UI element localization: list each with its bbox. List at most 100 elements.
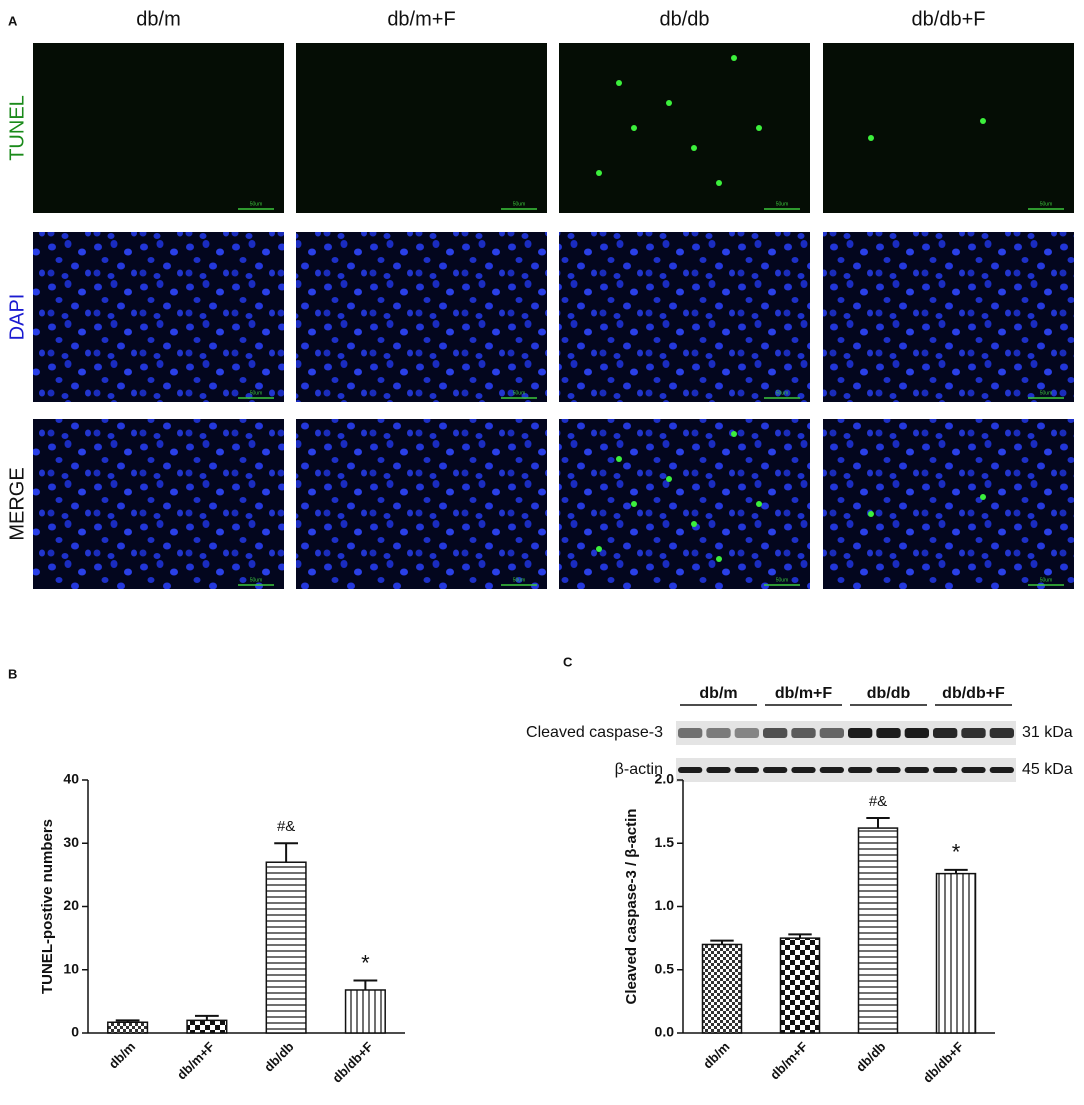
y-tick-label: 0.0 [655,1024,675,1040]
y-tick-label: 0.5 [655,960,675,976]
scale-bar-label: 50um [1040,201,1053,207]
column-header: db/db [659,8,709,30]
blot-strip [676,721,1016,745]
apoptotic-cell [980,118,986,124]
scale-bar-label: 50um [513,201,526,207]
apoptotic-cell [596,546,602,552]
scale-bar-label: 50um [513,577,526,583]
bar [186,1019,228,1034]
blot-band [876,767,901,773]
bar [857,827,899,1034]
blot-band [933,728,958,738]
scale-bar-label: 50um [513,390,526,396]
apoptotic-cell [691,521,697,527]
y-tick-label: 40 [63,771,79,787]
apoptotic-cell [980,494,986,500]
micrograph [33,419,284,589]
blot-group: db/db+F [942,685,1005,702]
y-tick-label: 0 [71,1024,79,1040]
significance-mark: * [361,950,370,975]
panel-label: A [8,13,18,28]
micrograph [33,232,284,402]
y-tick-label: 30 [63,834,79,850]
y-tick-label: 20 [63,897,79,913]
apoptotic-cell [868,511,874,517]
blot-row-label: Cleaved caspase-3 [526,724,663,741]
blot-band [961,767,986,773]
apoptotic-cell [731,55,737,61]
blot-group: db/m [699,685,737,702]
y-tick-label: 1.5 [655,834,675,850]
x-tick-label: db/db+F [329,1039,376,1086]
micrograph [296,232,547,402]
micrograph [33,43,284,213]
bar [935,872,977,1034]
scale-bar-label: 50um [1040,577,1053,583]
x-tick-label: db/db [853,1039,889,1075]
blot-band [933,767,958,773]
bar [701,943,743,1034]
scale-bar-label: 50um [776,201,789,207]
y-tick-label: 1.0 [655,897,675,913]
apoptotic-cell [631,501,637,507]
micrograph [559,232,810,402]
apoptotic-cell [756,501,762,507]
micrograph [823,232,1074,402]
y-tick-label: 2.0 [655,771,675,787]
y-axis-label: Cleaved caspase-3 / β-actin [623,809,640,1005]
micrograph [559,419,810,589]
blot-band [848,767,873,773]
apoptotic-cell [756,125,762,131]
blot-size: 45 kDa [1022,761,1073,778]
blot-band [876,728,901,738]
blot-band [706,728,731,738]
blot-band [961,728,986,738]
apoptotic-cell [716,180,722,186]
apoptotic-cell [666,476,672,482]
apoptotic-cell [716,556,722,562]
row-label: DAPI [6,294,28,341]
significance-mark: #& [869,793,887,810]
micrograph [823,43,1074,213]
apoptotic-cell [631,125,637,131]
blot-band [763,728,788,738]
blot-band [734,767,759,773]
bar [265,861,307,1034]
blot-band [791,728,816,738]
bar [107,1021,149,1034]
x-tick-label: db/db [261,1039,297,1075]
blot-band [706,767,731,773]
blot-band [678,728,703,738]
apoptotic-cell [596,170,602,176]
apoptotic-cell [731,431,737,437]
blot-band [989,767,1014,773]
bar [779,937,821,1034]
micrograph [296,419,547,589]
scale-bar-label: 50um [776,577,789,583]
row-label: MERGE [6,467,28,540]
x-tick-label: db/m+F [174,1039,218,1083]
blot-group: db/db [867,685,911,702]
scale-bar-label: 50um [776,390,789,396]
apoptotic-cell [616,80,622,86]
blot-row-label: β-actin [615,761,663,778]
apoptotic-cell [868,135,874,141]
row-label: TUNEL [6,95,28,161]
blot-band [848,728,873,738]
x-tick-label: db/m [106,1039,139,1072]
blot-band [791,767,816,773]
y-axis-label: TUNEL-postive numbers [39,819,56,994]
blot-band [678,767,703,773]
x-tick-label: db/m+F [767,1039,811,1083]
blot-size: 31 kDa [1022,724,1073,741]
blot-band [819,728,844,738]
blot-strip [676,758,1016,782]
blot-band [763,767,788,773]
blot-band [904,728,929,738]
column-header: db/m+F [387,8,455,30]
significance-mark: * [952,840,961,865]
scale-bar-label: 50um [250,390,263,396]
bar [344,989,386,1034]
